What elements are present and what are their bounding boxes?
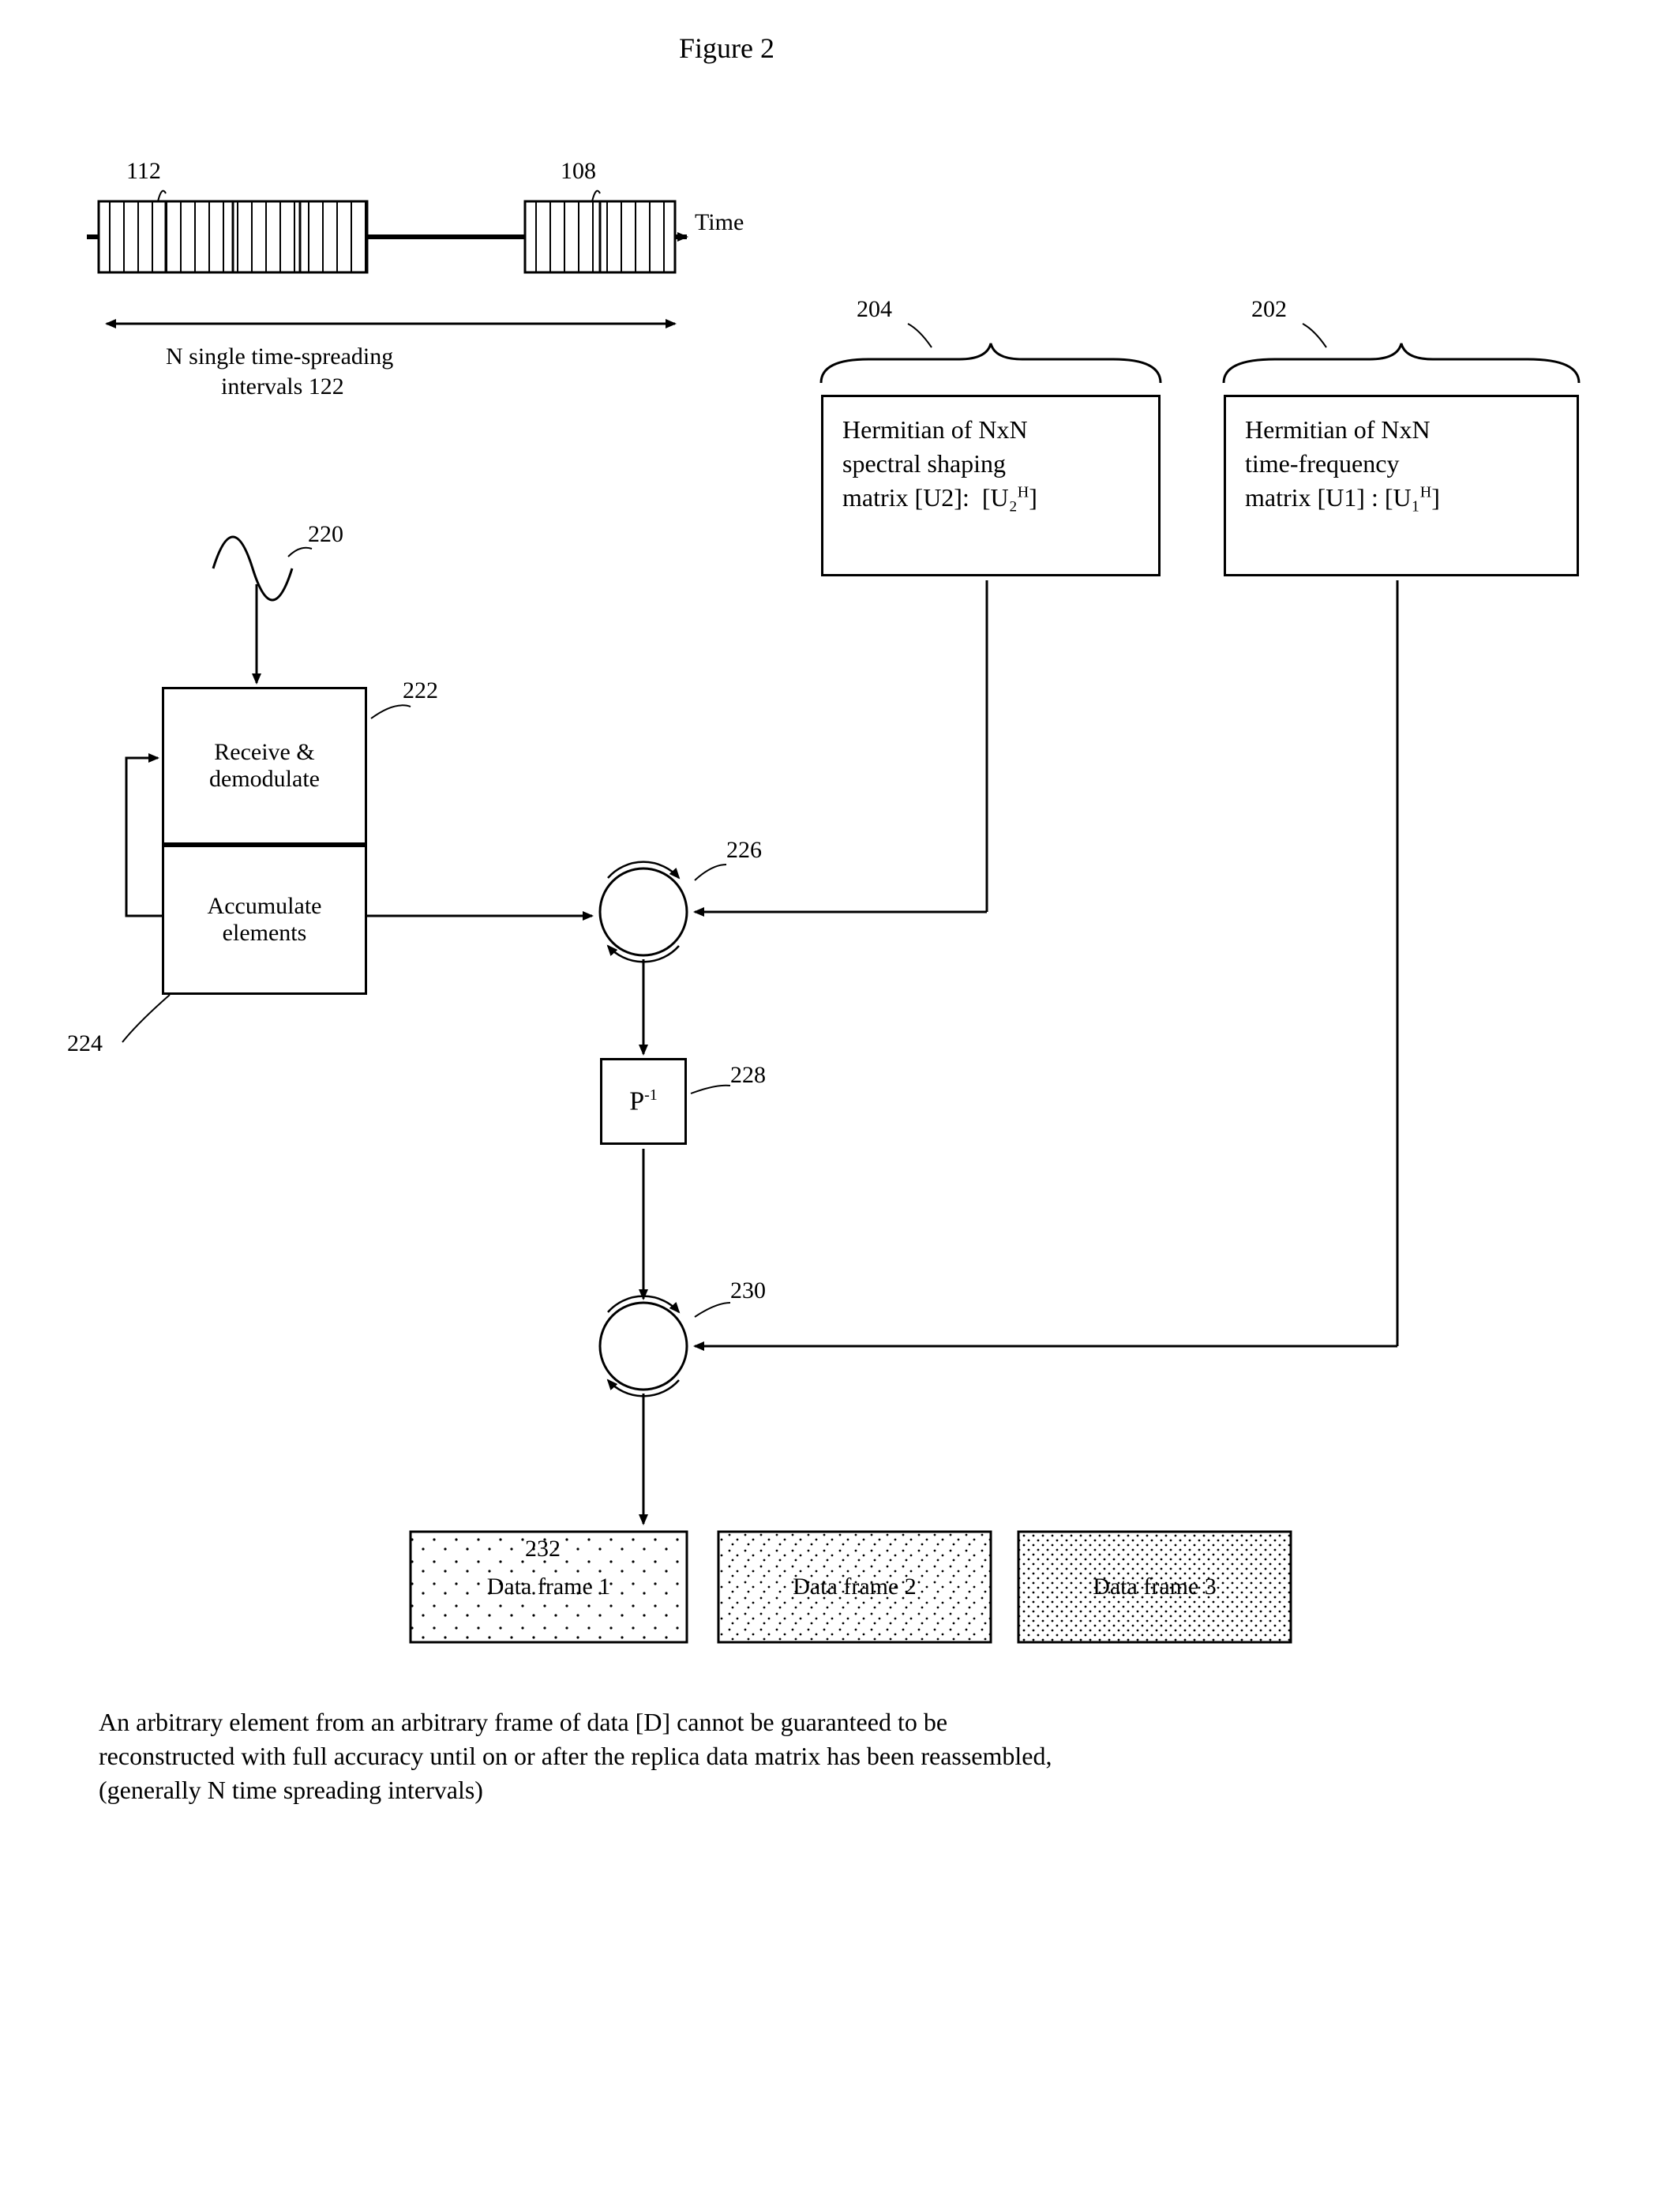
figure-canvas: Figure 2: [32, 32, 1648, 2170]
label-intervals-2: intervals 122: [221, 373, 344, 400]
label-204: 204: [857, 296, 892, 323]
label-224: 224: [67, 1030, 103, 1057]
u1-line1: Hermitian of NxN: [1245, 413, 1558, 447]
box-accumulate-elements: Accumulate elements: [162, 845, 367, 995]
p-inverse-label: P-1: [629, 1086, 658, 1116]
u2-line2: spectral shaping: [842, 447, 1139, 481]
data-frame-2: Data frame 2: [718, 1532, 991, 1642]
box-p-inverse: P-1: [600, 1058, 687, 1145]
box-hermitian-u1: Hermitian of NxN time-frequency matrix […: [1224, 395, 1579, 576]
data-frame-3: Data frame 3: [1018, 1532, 1291, 1642]
figure-caption: An arbitrary element from an arbitrary f…: [99, 1705, 1599, 1808]
label-220: 220: [308, 521, 343, 548]
u1-line2: time-frequency: [1245, 447, 1558, 481]
caption-line2: reconstructed with full accuracy until o…: [99, 1739, 1599, 1773]
u2-line1: Hermitian of NxN: [842, 413, 1139, 447]
label-intervals-1: N single time-spreading: [166, 343, 393, 370]
caption-line3: (generally N time spreading intervals): [99, 1773, 1599, 1807]
u2-line3: matrix [U2]: [U₂H]: [842, 481, 1139, 515]
label-226: 226: [726, 837, 762, 864]
label-202: 202: [1251, 296, 1287, 323]
label-108: 108: [561, 158, 596, 185]
caption-line1: An arbitrary element from an arbitrary f…: [99, 1705, 1599, 1739]
label-228: 228: [730, 1062, 766, 1089]
u1-line3: matrix [U1] : [U₁H]: [1245, 481, 1558, 515]
label-time: Time: [695, 209, 744, 236]
data-frame-1: Data frame 1: [411, 1532, 687, 1642]
box-receive-demodulate: Receive & demodulate: [162, 687, 367, 845]
label-112: 112: [126, 158, 161, 185]
label-222: 222: [403, 677, 438, 704]
box-hermitian-u2: Hermitian of NxN spectral shaping matrix…: [821, 395, 1161, 576]
label-230: 230: [730, 1277, 766, 1304]
